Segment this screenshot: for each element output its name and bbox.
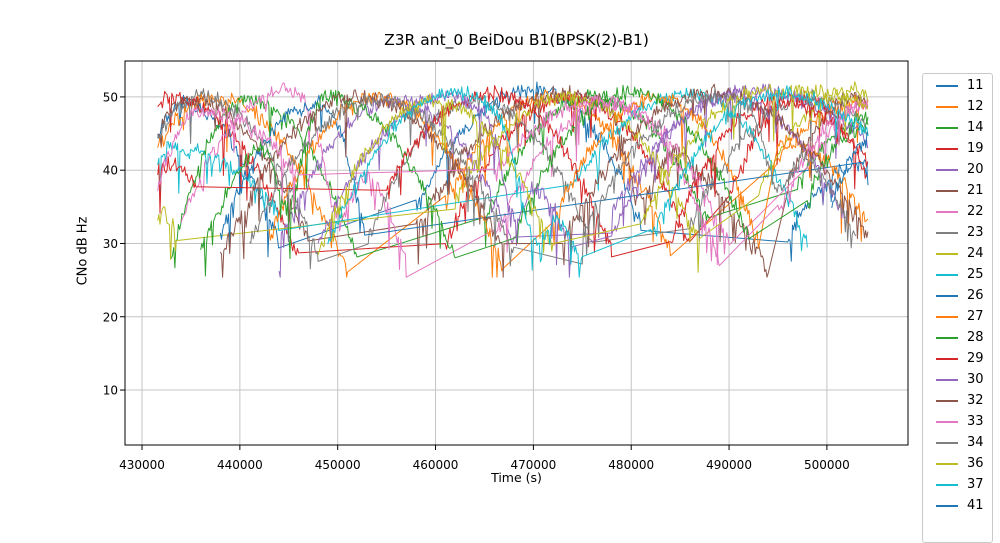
legend-label: 19 — [967, 141, 984, 156]
x-axis-label: Time (s) — [491, 470, 542, 485]
y-axis-label: CNo dB Hz — [75, 216, 91, 286]
legend-item-41: 41 — [936, 495, 992, 516]
legend-label: 24 — [967, 246, 984, 261]
legend-label: 23 — [967, 225, 984, 240]
legend-label: 29 — [967, 351, 984, 366]
y-tick-label: 20 — [103, 310, 118, 324]
x-tick-label: 430000 — [119, 458, 165, 472]
series-line-20 — [278, 83, 869, 278]
legend-label: 41 — [967, 498, 984, 513]
legend-label: 28 — [967, 330, 984, 345]
legend: 11 12 14 19 20 21 22 23 24 25 26 27 28 29 30 32 33 34 36 37… — [922, 73, 993, 543]
series-line-29 — [157, 85, 869, 258]
legend-line-swatch — [936, 483, 958, 486]
legend-line-swatch — [936, 273, 958, 276]
legend-line-swatch — [936, 336, 958, 339]
legend-item-19: 19 — [936, 138, 992, 159]
legend-item-34: 34 — [936, 432, 992, 453]
legend-label: 33 — [967, 414, 984, 429]
legend-line-swatch — [936, 378, 958, 381]
x-tick-label: 490000 — [706, 458, 752, 472]
legend-item-27: 27 — [936, 306, 992, 327]
legend-label: 37 — [967, 477, 984, 492]
legend-item-30: 30 — [936, 369, 992, 390]
x-tick-label: 500000 — [804, 458, 850, 472]
legend-item-12: 12 — [936, 96, 992, 117]
legend-label: 27 — [967, 309, 984, 324]
series-line-41 — [831, 132, 869, 208]
legend-line-swatch — [936, 252, 958, 255]
legend-label: 34 — [967, 435, 984, 450]
legend-line-swatch — [936, 84, 958, 87]
legend-line-swatch — [936, 231, 958, 234]
legend-line-swatch — [936, 210, 958, 213]
y-tick-label: 50 — [103, 90, 118, 104]
series-line-26 — [219, 94, 869, 245]
series-line-12 — [157, 89, 869, 278]
legend-line-swatch — [936, 168, 958, 171]
series-line-21 — [157, 85, 869, 278]
x-tick-label: 470000 — [510, 458, 556, 472]
legend-line-swatch — [936, 315, 958, 318]
series-line-34 — [249, 87, 857, 267]
legend-item-29: 29 — [936, 348, 992, 369]
y-tick-label: 40 — [103, 164, 118, 178]
legend-item-20: 20 — [936, 159, 992, 180]
legend-item-22: 22 — [936, 201, 992, 222]
legend-item-37: 37 — [936, 474, 992, 495]
x-tick-label: 440000 — [217, 458, 263, 472]
legend-item-11: 11 — [936, 75, 992, 96]
y-tick-label: 10 — [103, 384, 118, 398]
legend-item-36: 36 — [936, 453, 992, 474]
series-line-32 — [219, 83, 869, 278]
legend-label: 22 — [967, 204, 984, 219]
legend-line-swatch — [936, 147, 958, 150]
legend-item-24: 24 — [936, 243, 992, 264]
legend-label: 26 — [967, 288, 984, 303]
figure-canvas: 430000 440000 450000 460000 470000 480000 4900… — [75, 31, 993, 543]
legend-label: 25 — [967, 267, 984, 282]
chart-title: Z3R ant_0 BeiDou B1(BPSK(2)-B1) — [384, 31, 649, 49]
legend-line-swatch — [936, 105, 958, 108]
x-tick-label: 460000 — [413, 458, 459, 472]
series-line-33 — [157, 94, 869, 267]
legend-line-swatch — [936, 462, 958, 465]
legend-line-swatch — [936, 504, 958, 507]
x-tick-label: 450000 — [315, 458, 361, 472]
legend-label: 14 — [967, 120, 984, 135]
legend-label: 20 — [967, 162, 984, 177]
legend-label: 21 — [967, 183, 984, 198]
legend-item-32: 32 — [936, 390, 992, 411]
plot-area: 430000 440000 450000 460000 470000 480000 4900… — [103, 60, 909, 472]
series-line-28 — [200, 84, 869, 277]
x-tick-label: 480000 — [608, 458, 654, 472]
legend-line-swatch — [936, 420, 958, 423]
legend-item-23: 23 — [936, 222, 992, 243]
series-line-27 — [268, 91, 869, 278]
legend-line-swatch — [936, 126, 958, 129]
series-line-25 — [157, 87, 808, 252]
legend-label: 11 — [967, 78, 984, 93]
legend-line-swatch — [936, 294, 958, 297]
legend-item-33: 33 — [936, 411, 992, 432]
legend-line-swatch — [936, 399, 958, 402]
series-line-37 — [327, 85, 869, 278]
axes-spines — [124, 60, 909, 446]
legend-item-26: 26 — [936, 285, 992, 306]
legend-item-21: 21 — [936, 180, 992, 201]
legend-label: 12 — [967, 99, 984, 114]
legend-label: 36 — [967, 456, 984, 471]
legend-line-swatch — [936, 357, 958, 360]
legend-label: 30 — [967, 372, 984, 387]
legend-line-swatch — [936, 189, 958, 192]
legend-item-14: 14 — [936, 117, 992, 138]
legend-item-28: 28 — [936, 327, 992, 348]
legend-line-swatch — [936, 441, 958, 444]
legend-item-25: 25 — [936, 264, 992, 285]
legend-label: 32 — [967, 393, 984, 408]
y-tick-label: 30 — [103, 237, 118, 251]
series-line-22 — [180, 82, 869, 278]
